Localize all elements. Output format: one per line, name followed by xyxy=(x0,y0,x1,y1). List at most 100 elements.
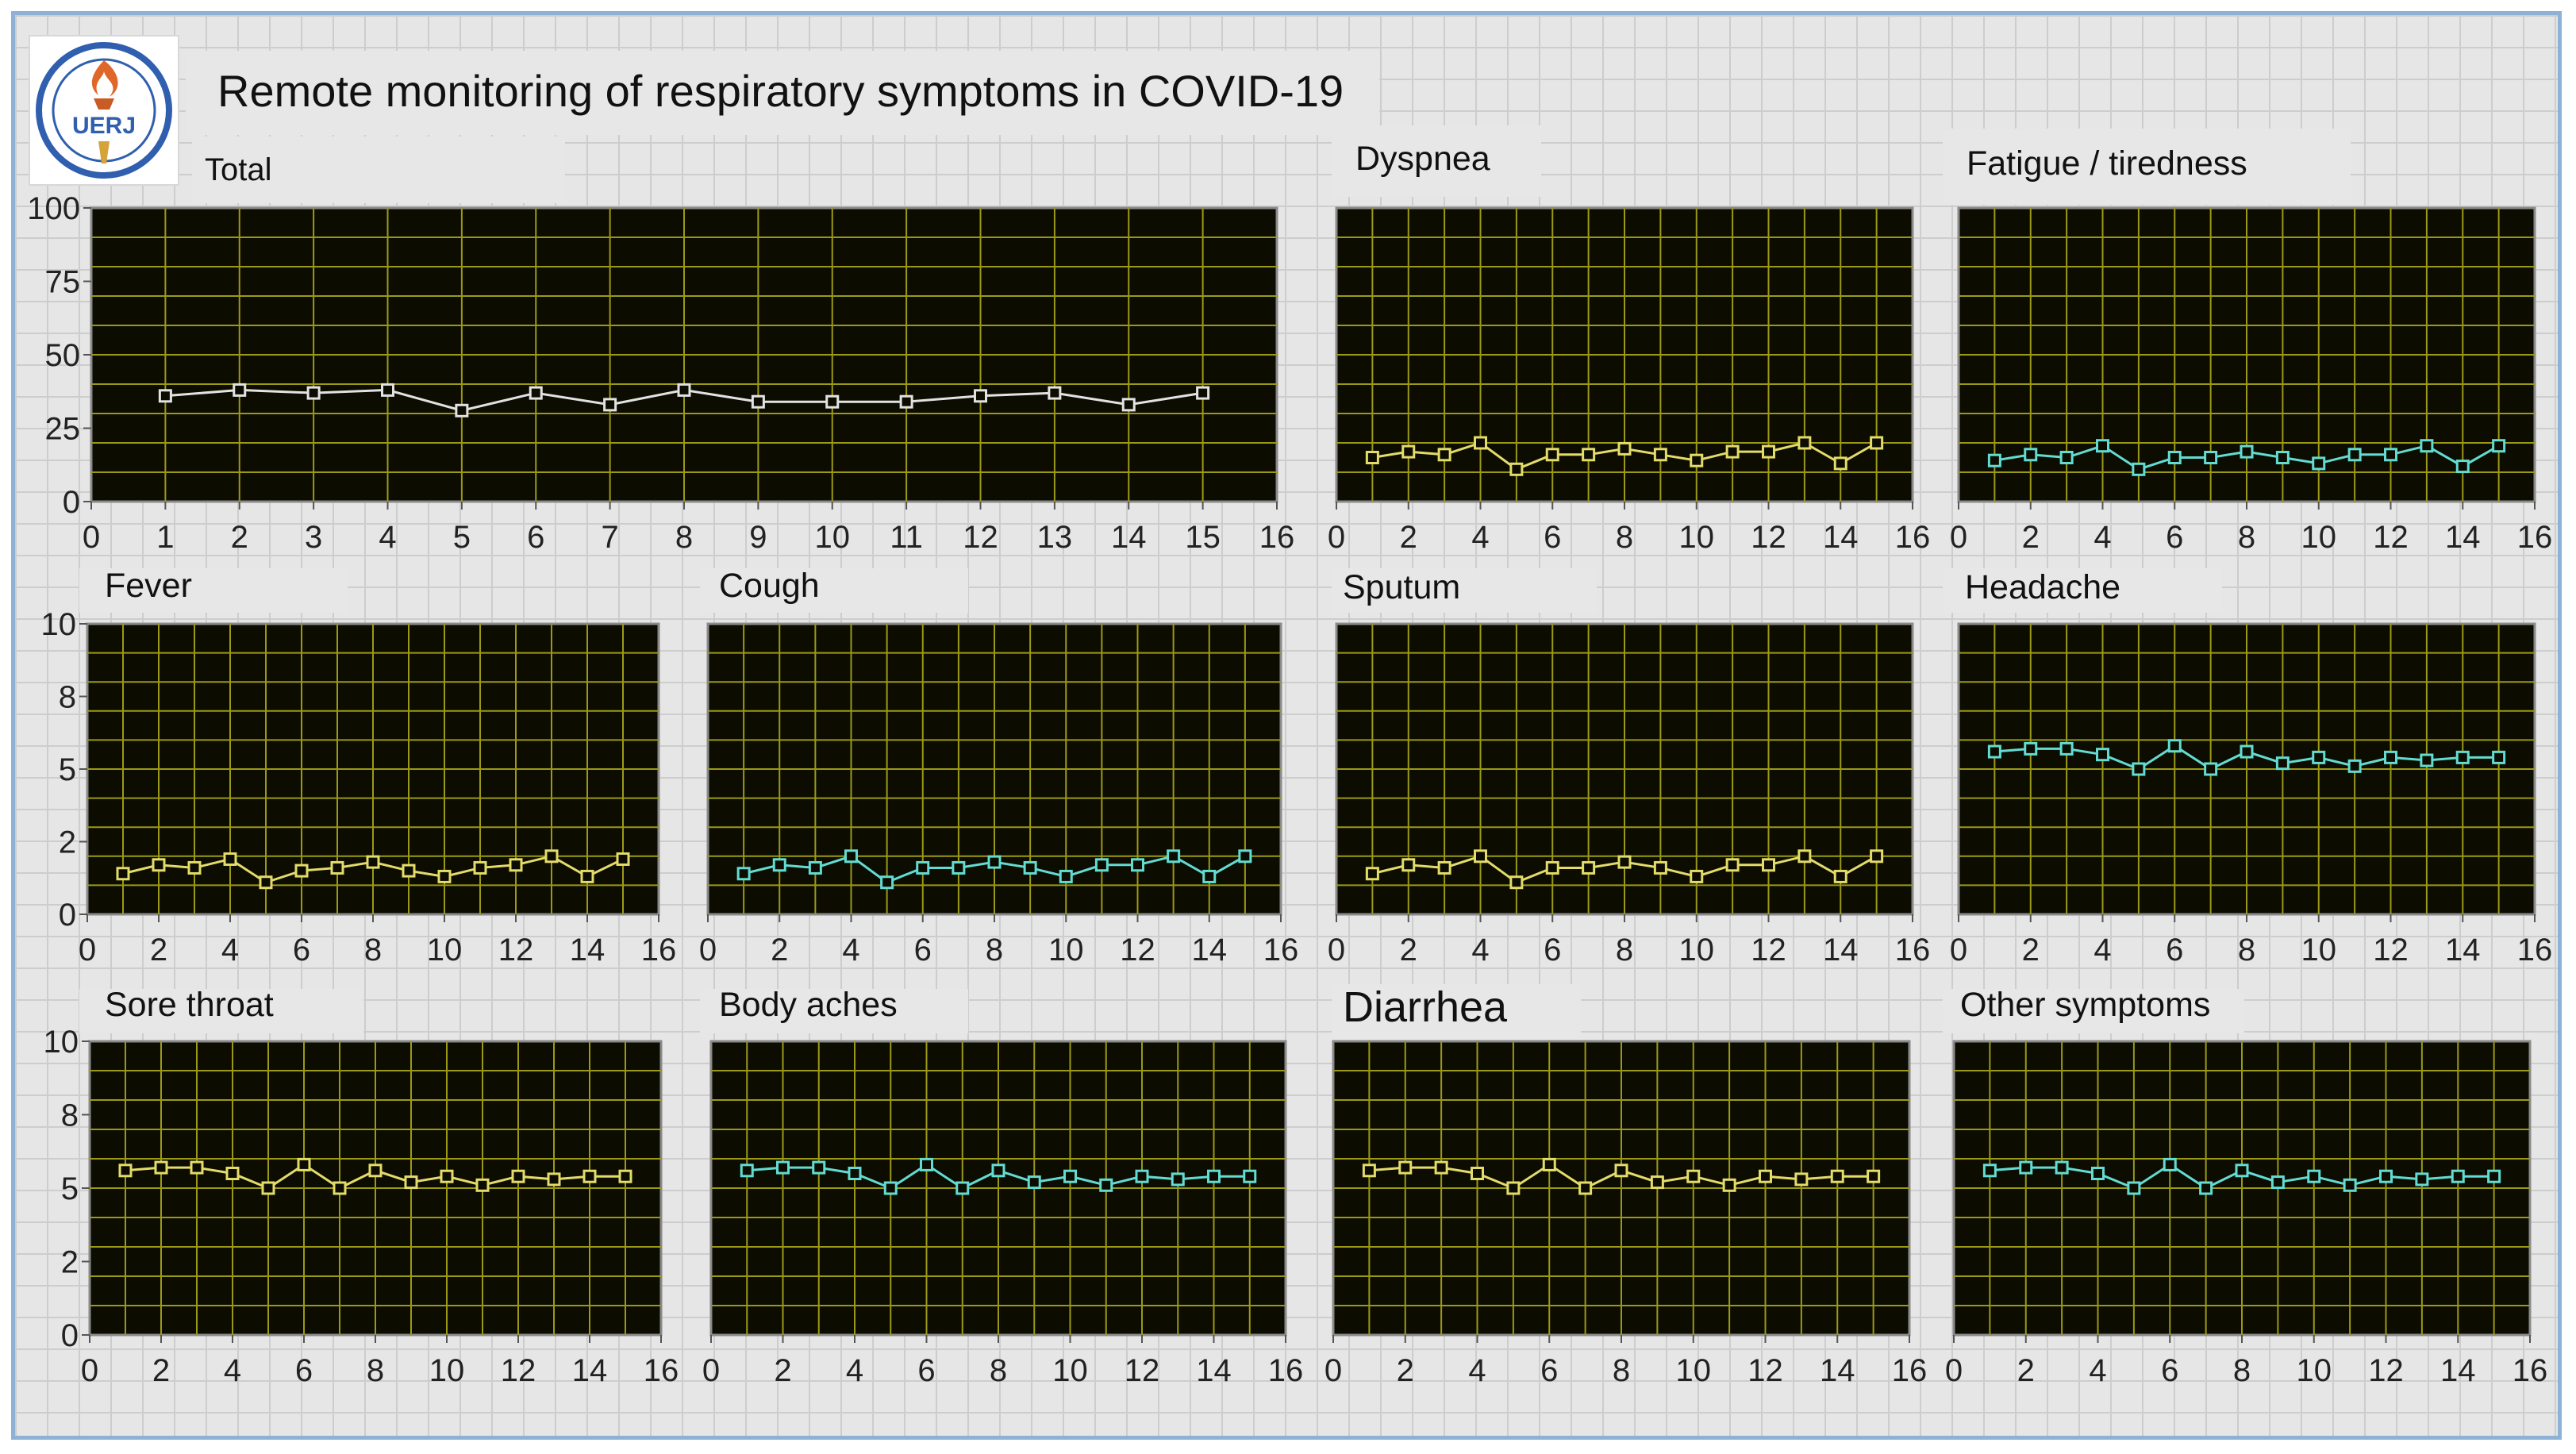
data-point xyxy=(1401,444,1416,459)
chart-title-sore-throat: Sore throat xyxy=(105,986,274,1024)
x-tick-label: 6 xyxy=(917,1353,935,1388)
y-tick-label: 0 xyxy=(61,1318,79,1353)
x-tick-label: 8 xyxy=(367,1353,384,1388)
x-tick-label: 8 xyxy=(1616,520,1633,555)
data-point xyxy=(812,1160,826,1175)
data-point xyxy=(1830,1169,1844,1183)
chart-title-dyspnea: Dyspnea xyxy=(1355,140,1490,178)
x-tick-label: 10 xyxy=(1048,933,1084,967)
x-tick-label: 0 xyxy=(79,933,96,967)
x-tick-label: 14 xyxy=(572,1353,608,1388)
data-point xyxy=(1398,1160,1413,1175)
data-point xyxy=(511,1169,525,1183)
data-point xyxy=(223,852,237,866)
data-point xyxy=(1196,386,1210,400)
chart-label-box xyxy=(1332,568,1597,613)
logo-text: UERJ xyxy=(72,113,136,139)
data-point xyxy=(2487,1169,2501,1183)
data-point xyxy=(899,394,913,409)
data-point xyxy=(616,852,630,866)
data-point xyxy=(1987,453,2001,467)
data-point xyxy=(603,398,617,412)
data-point xyxy=(259,875,273,890)
data-point xyxy=(2312,456,2326,471)
data-point xyxy=(1759,1169,1772,1183)
x-tick-label: 2 xyxy=(1400,520,1417,555)
chart-label-box xyxy=(192,137,565,203)
data-point xyxy=(2055,1160,2069,1175)
chart-sputum: 0 2 4 6 8 10 12 14 16 xyxy=(1328,622,1930,967)
chart-fever: 0 2 4 6 8 10 12 14 16 10 8 5 2 0 xyxy=(41,607,677,967)
data-point xyxy=(1987,744,2001,759)
chart-title-headache: Headache xyxy=(1965,568,2121,606)
data-point xyxy=(1870,849,1884,864)
data-point xyxy=(118,1164,133,1178)
x-tick-label: 8 xyxy=(990,1353,1007,1388)
data-point xyxy=(1099,1178,1113,1192)
data-point xyxy=(366,855,380,869)
data-point xyxy=(261,1181,275,1195)
data-point xyxy=(1048,386,1062,400)
x-tick-label: 7 xyxy=(602,520,619,555)
y-tick-label: 2 xyxy=(59,825,76,860)
data-point xyxy=(1434,1160,1448,1175)
data-point xyxy=(1982,1164,1997,1178)
x-tick-label: 8 xyxy=(1616,933,1633,967)
x-tick-label: 6 xyxy=(1544,520,1561,555)
data-point xyxy=(1135,1169,1149,1183)
data-point xyxy=(1094,858,1109,872)
y-tick-label: 50 xyxy=(45,338,81,373)
data-point xyxy=(1690,453,1704,467)
data-point xyxy=(1870,436,1884,450)
x-tick-label: 2 xyxy=(1397,1353,1414,1388)
data-point xyxy=(2024,448,2038,462)
x-tick-label: 16 xyxy=(644,1353,679,1388)
x-tick-label: 4 xyxy=(1471,933,1489,967)
x-tick-label: 0 xyxy=(1945,1353,1963,1388)
data-point xyxy=(2096,748,2109,762)
data-point xyxy=(1617,855,1632,869)
data-point xyxy=(2384,750,2397,764)
data-point xyxy=(1578,1181,1593,1195)
x-tick-label: 8 xyxy=(986,933,1003,967)
data-point xyxy=(974,389,987,403)
x-tick-label: 8 xyxy=(675,520,693,555)
x-tick-label: 11 xyxy=(890,520,923,555)
y-tick-label: 0 xyxy=(59,898,76,933)
x-tick-label: 4 xyxy=(842,933,859,967)
data-point xyxy=(955,1181,970,1195)
data-point xyxy=(1582,860,1596,875)
x-tick-label: 8 xyxy=(2238,933,2255,967)
data-point xyxy=(1202,869,1217,883)
x-tick-label: 16 xyxy=(2517,520,2553,555)
data-point xyxy=(547,1172,561,1187)
x-tick-label: 12 xyxy=(1751,933,1786,967)
data-point xyxy=(580,869,594,883)
x-tick-label: 0 xyxy=(1325,1353,1342,1388)
chart-title-total: Total xyxy=(205,152,272,187)
x-tick-label: 6 xyxy=(914,933,932,967)
chart-label-box xyxy=(1943,989,2244,1033)
chart-other-symptoms: 0 2 4 6 8 10 12 14 16 xyxy=(1945,1040,2547,1388)
data-point xyxy=(736,867,751,881)
data-point xyxy=(509,858,523,872)
chart-diarrhea: 0 2 4 6 8 10 12 14 16 xyxy=(1325,1040,1927,1388)
chart-label-box xyxy=(1943,129,2351,205)
x-tick-label: 13 xyxy=(1037,520,1073,555)
data-point xyxy=(751,394,765,409)
x-tick-label: 12 xyxy=(963,520,998,555)
x-tick-label: 12 xyxy=(501,1353,536,1388)
data-point xyxy=(1833,869,1847,883)
data-point xyxy=(920,1157,933,1171)
data-point xyxy=(1365,451,1379,464)
data-point xyxy=(2096,439,2109,453)
x-tick-label: 4 xyxy=(846,1353,863,1388)
x-tick-label: 6 xyxy=(527,520,544,555)
x-tick-label: 8 xyxy=(1613,1353,1630,1388)
data-point xyxy=(475,1178,490,1192)
data-point xyxy=(2235,1164,2249,1178)
data-point xyxy=(1797,436,1812,450)
x-tick-label: 12 xyxy=(1751,520,1786,555)
data-point xyxy=(2312,750,2326,764)
